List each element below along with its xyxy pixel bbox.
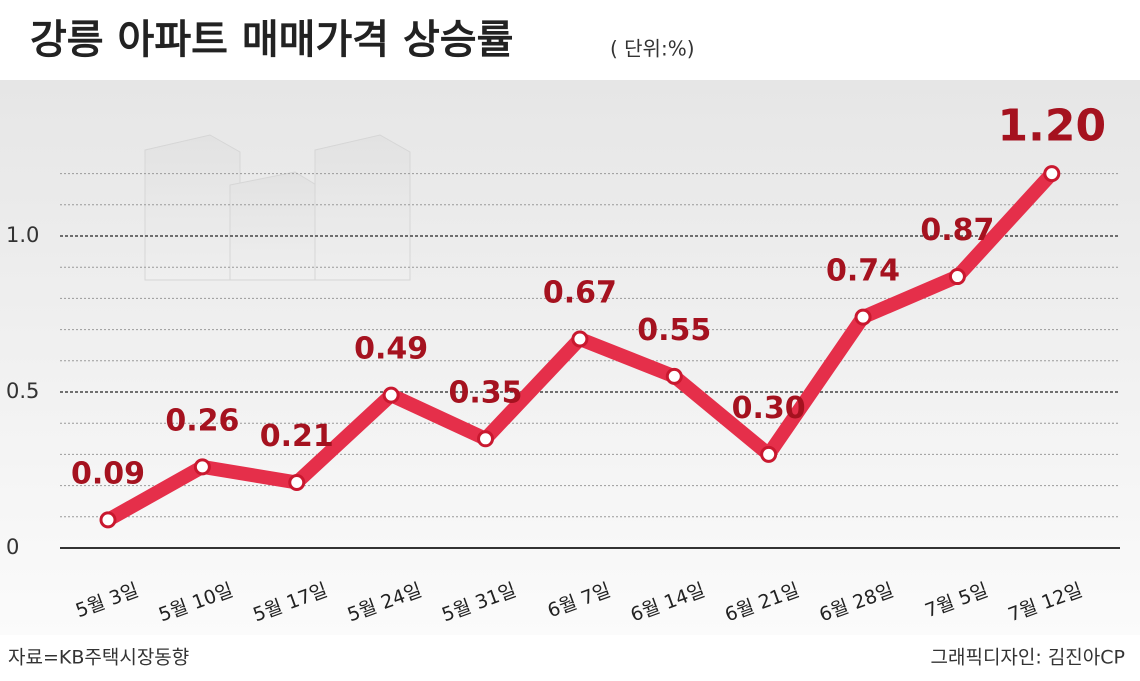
y-tick-label: 0 <box>6 535 19 559</box>
data-label: 0.35 <box>449 375 523 410</box>
data-point <box>99 511 117 529</box>
buildings-illustration <box>144 134 411 281</box>
data-point <box>288 473 306 491</box>
data-label: 0.26 <box>165 403 239 438</box>
data-label: 0.74 <box>826 254 900 289</box>
data-point <box>665 367 683 385</box>
data-point <box>477 430 495 448</box>
data-point <box>382 386 400 404</box>
data-point <box>948 268 966 286</box>
data-label: 0.30 <box>732 391 806 426</box>
data-label: 0.55 <box>637 313 711 348</box>
data-point <box>1043 165 1061 183</box>
credit: 그래픽디자인: 김진아CP <box>931 647 1126 669</box>
y-tick-label: 1.0 <box>6 223 39 247</box>
data-label: 0.49 <box>354 332 428 367</box>
source: 자료=KB주택시장동향 <box>8 647 189 669</box>
chart-subtitle: ( 단위:%) <box>610 37 695 61</box>
data-point <box>760 445 778 463</box>
data-label: 1.20 <box>998 101 1107 152</box>
data-label: 0.87 <box>920 213 994 248</box>
data-point <box>854 308 872 326</box>
chart-title: 강릉 아파트 매매가격 상승률 <box>30 17 513 63</box>
y-tick-label: 0.5 <box>6 379 39 403</box>
data-point <box>571 330 589 348</box>
data-label: 0.09 <box>71 456 145 491</box>
data-label: 0.67 <box>543 275 617 310</box>
data-label: 0.21 <box>260 419 334 454</box>
data-point <box>193 458 211 476</box>
